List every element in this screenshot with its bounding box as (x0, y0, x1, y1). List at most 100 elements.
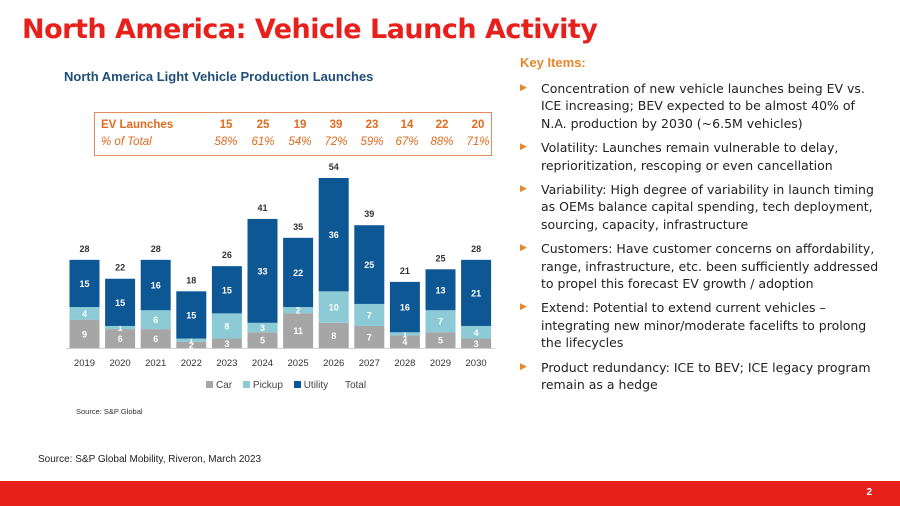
bullet-arrow-icon: ▶ (520, 184, 527, 195)
bar-pickup (318, 291, 349, 323)
key-items-title: Key Items: (520, 55, 586, 70)
bar-pickup (211, 313, 242, 339)
bar-utility (425, 269, 456, 311)
bar-pickup (283, 307, 314, 314)
bar-utility (247, 218, 278, 323)
bar-car (105, 329, 136, 348)
bar-car (283, 313, 314, 348)
bar-car (140, 329, 171, 348)
data-label-pickup: 1 (402, 329, 407, 339)
bar-utility (211, 266, 242, 314)
x-tick-label: 2025 (288, 358, 309, 369)
data-label-car: 4 (402, 337, 407, 347)
data-label-car: 11 (293, 326, 303, 336)
bullet-arrow-icon: ▶ (520, 83, 527, 93)
ev-percent-label: % of Total (101, 136, 152, 148)
data-label-pickup: 1 (118, 323, 123, 333)
bar-pickup (461, 325, 492, 339)
data-label-utility: 22 (293, 268, 303, 278)
data-label-pickup: 3 (260, 323, 265, 333)
bar-utility (461, 259, 492, 326)
data-label-pickup: 7 (367, 310, 372, 320)
data-label-pickup: 1 (189, 336, 194, 346)
ev-launch-value: 25 (256, 119, 270, 131)
x-tick-label: 2019 (74, 358, 95, 369)
data-label-total: 28 (471, 244, 481, 254)
stacked-bar-chart: 9415282019611522202066162820212115182022… (65, 162, 496, 369)
data-label-utility: 16 (400, 303, 410, 313)
data-label-car: 6 (118, 334, 123, 344)
ev-launch-value: 14 (400, 119, 414, 131)
ev-percent-value: 72% (324, 136, 348, 148)
bullet-arrow-icon: ▶ (520, 361, 527, 372)
key-items-list: ▶ Concentration of new vehicle launches b… (520, 80, 882, 401)
x-tick-label: 2029 (430, 358, 451, 369)
x-tick-label: 2023 (216, 358, 237, 369)
bar-car (318, 322, 349, 348)
data-label-pickup: 7 (438, 317, 443, 327)
data-label-total: 26 (222, 250, 232, 260)
bar-utility (105, 278, 136, 326)
bar-utility (318, 178, 349, 292)
ev-percent-value: 71% (466, 136, 490, 148)
list-item: ▶ Variability: High degree of variability… (520, 182, 874, 232)
ev-launch-value: 15 (219, 119, 233, 131)
data-label-utility: 15 (186, 310, 196, 320)
data-label-utility: 16 (151, 281, 161, 291)
ev-percent-value: 61% (251, 136, 275, 148)
bar-car (247, 332, 278, 348)
data-label-car: 5 (438, 336, 443, 346)
data-label-pickup: 2 (296, 306, 301, 316)
legend-item-pickup: Pickup (242, 380, 283, 391)
bullet-arrow-icon: ▶ (520, 243, 527, 254)
bar-utility (69, 259, 100, 308)
data-label-utility: 21 (471, 288, 481, 298)
ev-percent-value: 67% (395, 136, 419, 148)
chart-title: North America Light Vehicle Production L… (64, 69, 374, 84)
data-label-utility: 15 (222, 285, 232, 295)
data-label-total: 28 (79, 244, 89, 254)
data-label-utility: 33 (257, 266, 267, 276)
data-label-car: 3 (474, 339, 479, 349)
ev-percent-value: 88% (430, 136, 454, 148)
ev-launch-value: 19 (293, 119, 307, 131)
data-label-total: 39 (364, 209, 374, 219)
bar-pickup (176, 338, 207, 342)
x-tick-label: 2026 (323, 358, 344, 369)
data-label-car: 7 (367, 332, 372, 342)
bar-car (69, 319, 100, 348)
list-item: ▶ Concentration of new vehicle launches b… (520, 81, 865, 131)
bar-car (425, 332, 456, 348)
bullet-arrow-icon: ▶ (520, 142, 527, 153)
data-label-utility: 13 (435, 285, 445, 295)
ev-launch-value: 39 (329, 119, 343, 131)
ev-launches-label: EV Launches (101, 119, 174, 131)
bar-utility (283, 237, 314, 308)
data-label-total: 25 (435, 253, 445, 263)
legend-swatch-car (206, 381, 213, 388)
bar-utility (176, 291, 207, 339)
ev-launch-value: 22 (435, 119, 449, 131)
bar-pickup (425, 310, 456, 333)
bar-car (354, 325, 385, 348)
bar-car (176, 341, 207, 348)
data-label-total: 35 (293, 222, 303, 232)
bar-pickup (389, 332, 420, 336)
footer-bar: 2 (0, 481, 900, 506)
page-number: 2 (866, 487, 872, 498)
data-label-car: 6 (153, 334, 158, 344)
ev-launch-value: 20 (471, 119, 485, 131)
data-label-car: 3 (224, 339, 229, 349)
data-label-utility: 25 (364, 260, 374, 270)
ev-launch-value: 23 (365, 119, 379, 131)
x-tick-label: 2030 (466, 358, 487, 369)
data-label-car: 2 (189, 340, 194, 350)
bar-pickup (140, 310, 171, 330)
ev-percent-value: 54% (288, 136, 312, 148)
bar-pickup (69, 307, 100, 320)
bar-car (211, 338, 242, 348)
bar-pickup (105, 325, 136, 330)
data-label-total: 18 (186, 275, 196, 285)
bar-utility (354, 225, 385, 304)
data-label-pickup: 8 (224, 321, 229, 331)
